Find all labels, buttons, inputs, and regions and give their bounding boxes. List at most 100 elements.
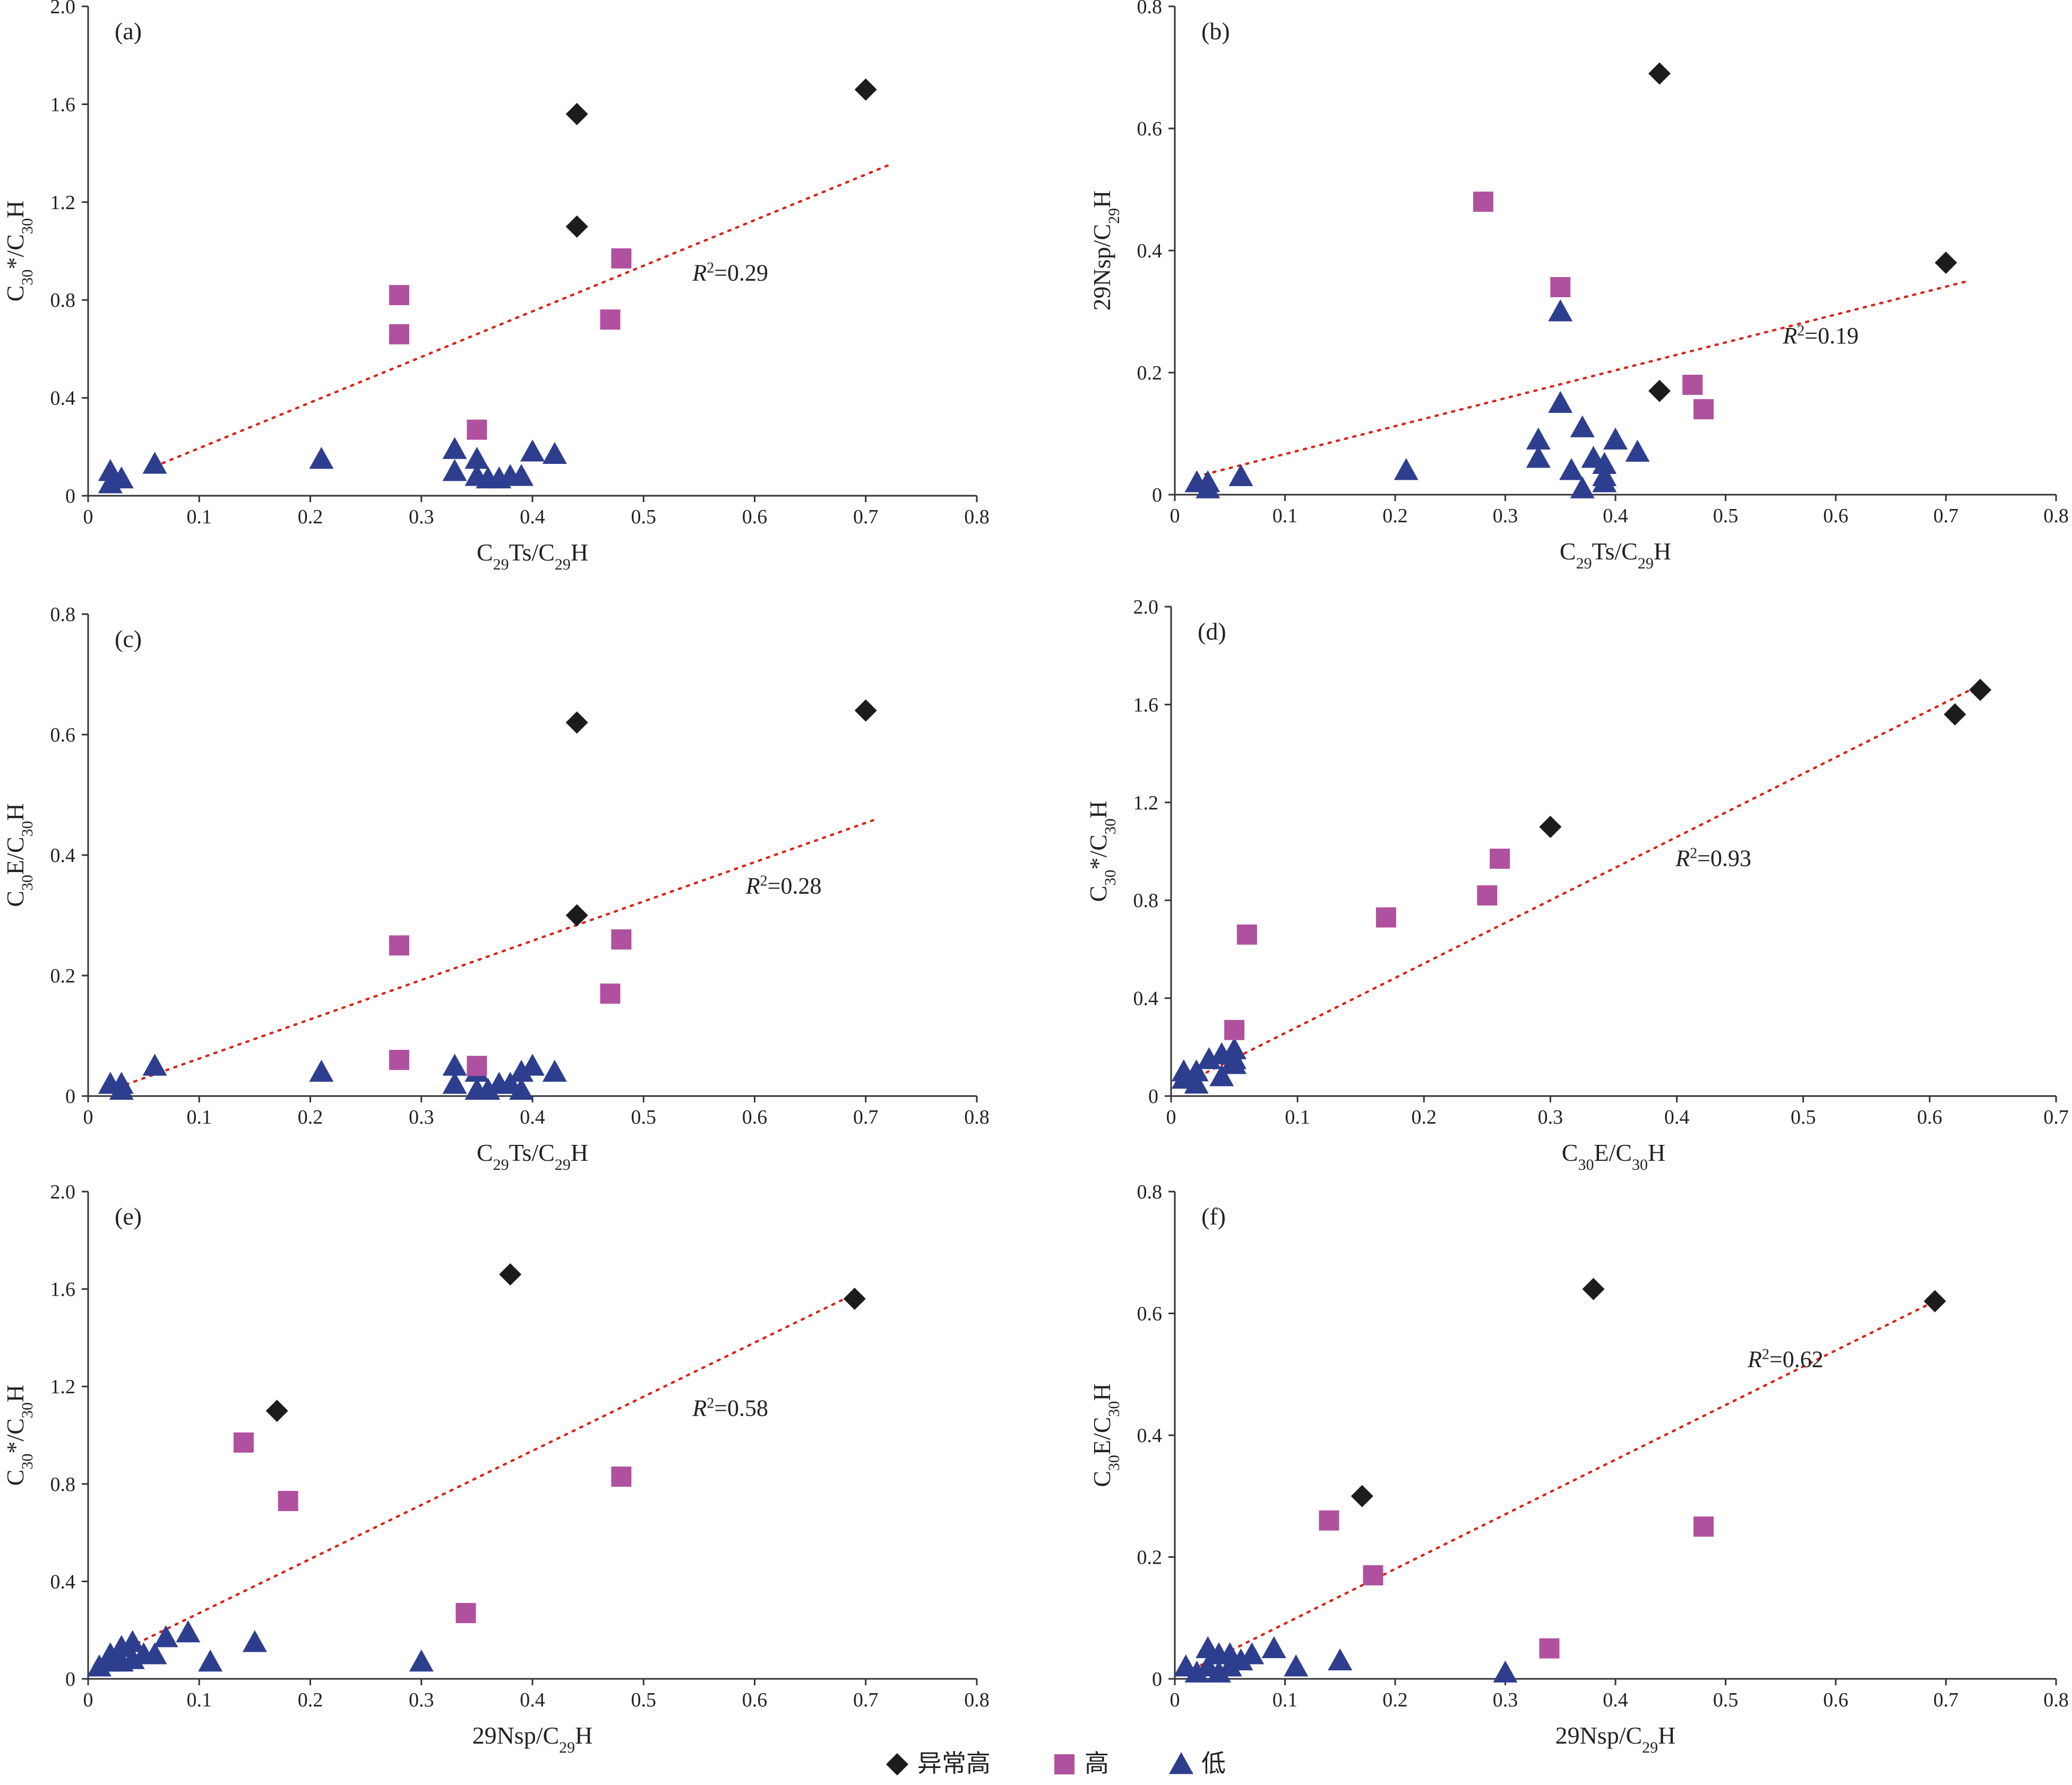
x-tick-label: 0.4 — [520, 1106, 545, 1128]
x-tick-label: 0.2 — [298, 506, 323, 528]
y-tick-label: 0.6 — [50, 724, 76, 746]
chart-panel: 0 0.1 0.2 0.3 0.4 0.5 0.6 0.7 0.8 0 0.4 0.8 1.2 1.6 2.… — [2, 1181, 990, 1756]
data-point-low — [1184, 1059, 1209, 1082]
x-tick-label: 0.1 — [187, 506, 212, 528]
data-point-high — [1473, 192, 1493, 212]
x-tick-label: 0.2 — [1382, 1689, 1408, 1711]
x-tick-label: 0.4 — [520, 506, 545, 528]
y-tick-label: 0.8 — [1133, 890, 1159, 912]
legend-item: 异常高 — [886, 1750, 991, 1777]
x-tick-label: 0.7 — [853, 1689, 879, 1711]
r-squared-label: R2=0.58 — [692, 1395, 768, 1421]
data-point-abnormal-high — [565, 102, 588, 125]
r-squared-label: R2=0.93 — [1675, 845, 1751, 872]
x-axis-title: C29Ts/C29H — [1560, 538, 1671, 572]
data-point-low — [1184, 1660, 1209, 1683]
panel-label: (e) — [115, 1203, 142, 1230]
data-point-low — [442, 1072, 467, 1094]
data-point-abnormal-high — [1539, 815, 1562, 838]
chart-panel: 0 0.1 0.2 0.3 0.4 0.5 0.6 0.7 0 0.4 0.8 1.2 1.6 2.0 C3… — [1085, 596, 2069, 1174]
data-point-low — [142, 1054, 167, 1076]
data-point-high — [600, 309, 621, 330]
trendline — [1196, 280, 1970, 478]
y-tick-label: 1.2 — [50, 1376, 76, 1398]
r-squared-label: R2=0.29 — [692, 260, 768, 286]
x-tick-label: 0.3 — [1493, 1689, 1518, 1711]
x-tick-label: 0.2 — [1412, 1106, 1437, 1128]
y-tick-label: 0.4 — [50, 1571, 76, 1593]
x-tick-label: 0.3 — [409, 1106, 434, 1128]
y-tick-label: 0 — [65, 1085, 75, 1108]
y-tick-label: 0.8 — [50, 1473, 76, 1496]
trendline — [1182, 684, 1982, 1085]
y-tick-label: 1.2 — [1133, 792, 1159, 814]
data-point-high — [389, 324, 409, 344]
data-point-low — [176, 1620, 201, 1643]
x-tick-label: 0.8 — [2043, 505, 2069, 527]
data-point-low — [1217, 1654, 1242, 1677]
data-point-high — [1319, 1510, 1339, 1531]
data-point-low — [409, 1649, 434, 1672]
y-tick-label: 0.8 — [50, 603, 76, 626]
y-axis-title: C30*/C30H — [2, 1385, 36, 1486]
y-tick-label: 0.4 — [1137, 240, 1163, 262]
panel-label: (b) — [1201, 18, 1230, 45]
data-point-low — [1228, 464, 1253, 486]
x-tick-label: 0.4 — [1603, 505, 1628, 527]
data-point-low — [1526, 427, 1551, 450]
y-tick-label: 2.0 — [50, 0, 76, 18]
y-tick-label: 0.4 — [50, 387, 76, 410]
legend-item: 低 — [1169, 1750, 1226, 1777]
x-tick-label: 0.5 — [1791, 1106, 1816, 1128]
data-point-low — [476, 1077, 501, 1100]
data-point-abnormal-high — [843, 1287, 866, 1310]
panel-label: (d) — [1198, 618, 1226, 645]
data-point-low — [120, 1630, 145, 1652]
y-tick-label: 0 — [65, 1668, 75, 1691]
legend-marker-abnormal-high — [886, 1753, 908, 1775]
panel-label: (c) — [115, 625, 142, 652]
y-tick-label: 0.2 — [50, 965, 76, 987]
data-point-high — [611, 929, 632, 950]
data-point-low — [1559, 458, 1584, 480]
y-tick-label: 2.0 — [1133, 596, 1159, 618]
r-squared-label: R2=0.28 — [745, 873, 822, 899]
data-point-high — [389, 284, 409, 305]
data-point-abnormal-high — [1648, 62, 1671, 85]
data-point-abnormal-high — [1944, 703, 1966, 726]
y-tick-label: 0.2 — [1137, 1547, 1163, 1569]
data-point-high — [278, 1490, 298, 1511]
data-point-low — [142, 1642, 167, 1665]
x-tick-label: 0.3 — [409, 1689, 434, 1711]
legend-item: 高 — [1054, 1750, 1109, 1777]
data-point-abnormal-high — [854, 78, 877, 101]
y-tick-label: 0 — [1152, 1668, 1162, 1691]
legend-label: 异常高 — [917, 1750, 991, 1777]
data-point-low — [1570, 476, 1595, 498]
data-point-high — [467, 1056, 487, 1076]
data-point-low — [442, 1054, 467, 1076]
y-tick-label: 0 — [1148, 1085, 1158, 1108]
r-squared-label: R2=0.19 — [1782, 322, 1859, 349]
data-point-low — [442, 437, 467, 459]
data-point-high — [455, 1603, 476, 1624]
data-point-abnormal-high — [1582, 1278, 1605, 1300]
y-axis-title: C30*/C30H — [2, 201, 36, 301]
x-tick-label: 0.6 — [1917, 1106, 1942, 1128]
data-point-low — [465, 446, 489, 469]
data-point-high — [600, 984, 621, 1004]
data-point-low — [198, 1649, 223, 1672]
x-axis-title: C29Ts/C29H — [477, 539, 588, 573]
data-point-low — [542, 442, 567, 464]
data-point-low — [153, 1625, 178, 1648]
data-point-abnormal-high — [1923, 1290, 1946, 1313]
x-axis-title: 29Nsp/C29H — [1555, 1722, 1676, 1756]
data-point-low — [242, 1630, 267, 1652]
y-tick-label: 0.6 — [1137, 1303, 1163, 1325]
data-point-high — [611, 1467, 632, 1487]
data-point-low — [109, 1072, 134, 1094]
x-tick-label: 0.6 — [742, 506, 768, 528]
data-point-low — [1209, 1064, 1234, 1086]
data-point-low — [309, 1059, 334, 1082]
